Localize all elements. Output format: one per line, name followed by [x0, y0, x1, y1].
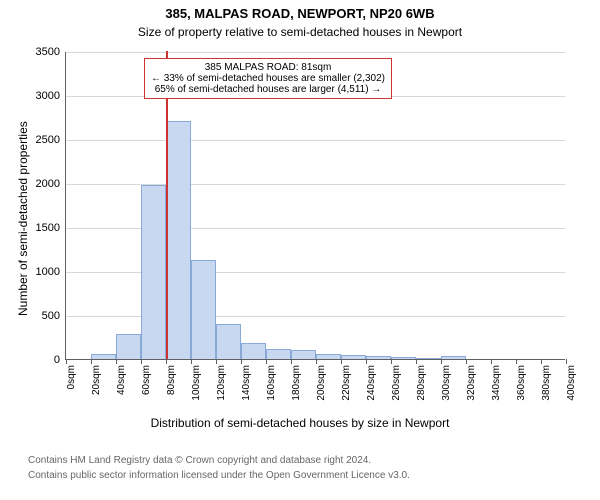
y-tick-label: 500	[42, 310, 66, 322]
x-tick-label: 300sqm	[441, 365, 452, 401]
x-tick-label: 160sqm	[266, 365, 277, 401]
x-tick-mark	[416, 359, 417, 364]
y-tick-label: 3000	[36, 90, 66, 102]
x-tick-mark	[91, 359, 92, 364]
histogram-bar	[341, 355, 366, 359]
x-tick-mark	[291, 359, 292, 364]
histogram-bar	[91, 354, 116, 359]
x-tick-label: 260sqm	[391, 365, 402, 401]
histogram-bar	[141, 185, 166, 359]
x-axis-label: Distribution of semi-detached houses by …	[0, 416, 600, 430]
histogram-bar	[216, 324, 241, 359]
histogram-bar	[316, 354, 341, 359]
footer-line-2: Contains public sector information licen…	[28, 470, 410, 481]
histogram-bar	[441, 356, 466, 359]
x-tick-mark	[391, 359, 392, 364]
x-tick-label: 0sqm	[66, 365, 77, 389]
footer-line-1: Contains HM Land Registry data © Crown c…	[28, 455, 371, 466]
x-tick-mark	[566, 359, 567, 364]
page-root: 385, MALPAS ROAD, NEWPORT, NP20 6WB Size…	[0, 0, 600, 500]
x-tick-label: 200sqm	[316, 365, 327, 401]
x-tick-label: 140sqm	[241, 365, 252, 401]
y-tick-label: 2500	[36, 134, 66, 146]
x-tick-label: 180sqm	[291, 365, 302, 401]
info-box-line: 65% of semi-detached houses are larger (…	[151, 84, 385, 95]
x-tick-mark	[441, 359, 442, 364]
x-tick-label: 20sqm	[91, 365, 102, 395]
x-tick-label: 100sqm	[191, 365, 202, 401]
page-subtitle: Size of property relative to semi-detach…	[0, 25, 600, 39]
x-tick-mark	[491, 359, 492, 364]
info-box-line: ← 33% of semi-detached houses are smalle…	[151, 73, 385, 84]
x-tick-mark	[241, 359, 242, 364]
x-tick-label: 40sqm	[116, 365, 127, 395]
x-tick-mark	[466, 359, 467, 364]
x-tick-label: 320sqm	[466, 365, 477, 401]
y-tick-label: 3500	[36, 46, 66, 58]
histogram-bar	[266, 349, 291, 359]
y-tick-label: 2000	[36, 178, 66, 190]
chart-plot-area: 0sqm20sqm40sqm60sqm80sqm100sqm120sqm140s…	[65, 52, 565, 360]
page-title: 385, MALPAS ROAD, NEWPORT, NP20 6WB	[0, 6, 600, 21]
x-tick-mark	[366, 359, 367, 364]
x-tick-mark	[216, 359, 217, 364]
x-tick-mark	[266, 359, 267, 364]
x-tick-label: 60sqm	[141, 365, 152, 395]
x-tick-label: 80sqm	[166, 365, 177, 395]
histogram-bar	[116, 334, 141, 359]
chart-info-box: 385 MALPAS ROAD: 81sqm← 33% of semi-deta…	[144, 58, 392, 99]
x-tick-label: 120sqm	[216, 365, 227, 401]
histogram-bar	[391, 357, 416, 359]
x-tick-label: 280sqm	[416, 365, 427, 401]
x-tick-mark	[341, 359, 342, 364]
histogram-bar	[291, 350, 316, 359]
histogram-bar	[416, 358, 441, 359]
histogram-bar	[241, 343, 266, 359]
y-tick-label: 1500	[36, 222, 66, 234]
histogram-bar	[191, 260, 216, 359]
y-tick-label: 0	[54, 354, 66, 366]
x-tick-label: 380sqm	[541, 365, 552, 401]
gridline	[66, 140, 565, 141]
x-tick-mark	[516, 359, 517, 364]
histogram-bar	[166, 121, 191, 359]
x-tick-mark	[316, 359, 317, 364]
x-tick-label: 340sqm	[491, 365, 502, 401]
x-tick-label: 240sqm	[366, 365, 377, 401]
x-tick-label: 400sqm	[566, 365, 577, 401]
x-tick-mark	[166, 359, 167, 364]
x-tick-mark	[116, 359, 117, 364]
y-tick-label: 1000	[36, 266, 66, 278]
info-box-line: 385 MALPAS ROAD: 81sqm	[151, 62, 385, 73]
gridline	[66, 52, 565, 53]
x-tick-mark	[541, 359, 542, 364]
x-tick-label: 220sqm	[341, 365, 352, 401]
histogram-bar	[366, 356, 391, 359]
x-tick-mark	[141, 359, 142, 364]
y-axis-label: Number of semi-detached properties	[16, 121, 30, 316]
x-tick-label: 360sqm	[516, 365, 527, 401]
x-tick-mark	[191, 359, 192, 364]
